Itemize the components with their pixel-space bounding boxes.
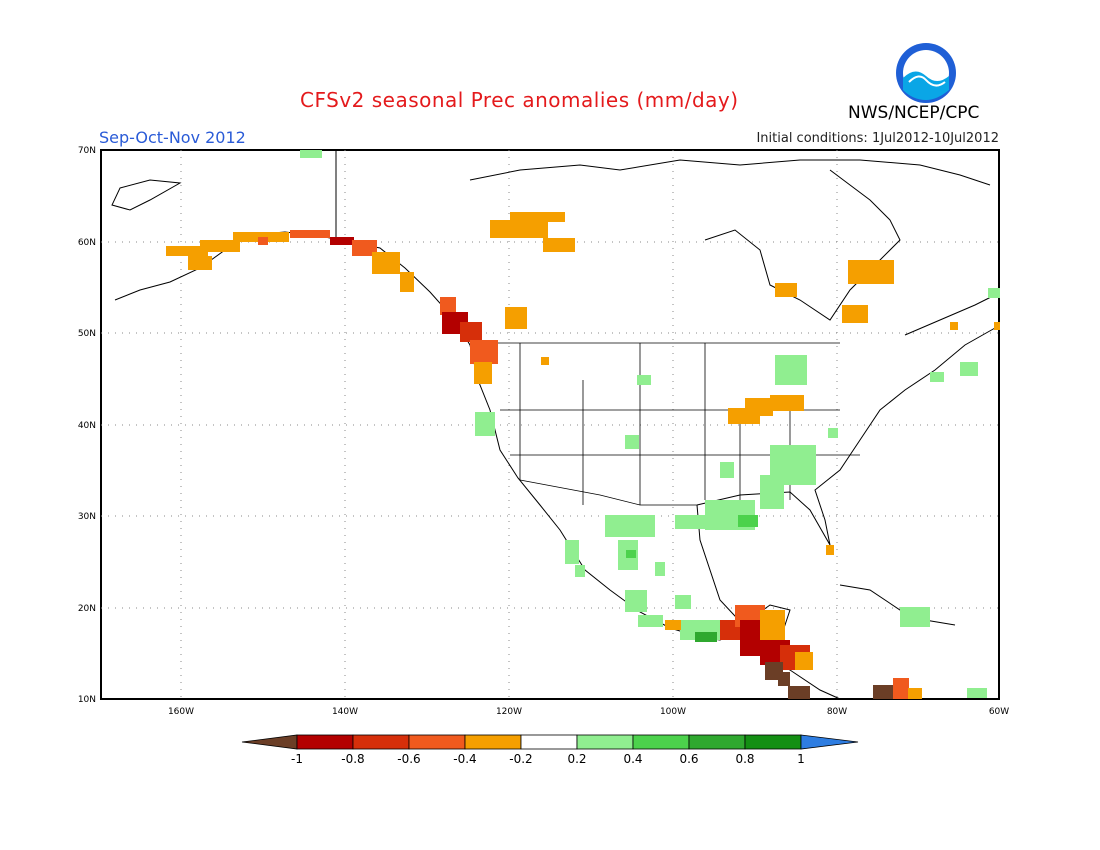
agency-label: NWS/NCEP/CPC	[848, 103, 980, 123]
lat-tick-label: 20N	[78, 604, 96, 614]
colorbar-label: -0.6	[397, 752, 420, 766]
lat-tick-label: 10N	[78, 695, 96, 705]
map-title: CFSv2 seasonal Prec anomalies (mm/day)	[300, 88, 739, 112]
colorbar	[241, 734, 859, 750]
colorbar-label: -1	[291, 752, 303, 766]
map-area	[100, 149, 1000, 700]
lat-tick-label: 50N	[78, 329, 96, 339]
lon-tick-label: 80W	[827, 707, 847, 717]
axis-labels: 160W 140W 120W 100W 80W 60W 70N 60N 50N …	[78, 146, 1009, 717]
lon-tick-label: 100W	[660, 707, 686, 717]
lon-tick-label: 160W	[168, 707, 194, 717]
colorbar-label: 0.2	[567, 752, 586, 766]
colorbar-label: -0.8	[341, 752, 364, 766]
anomaly-cells	[166, 150, 1000, 699]
colorbar-label: -0.2	[509, 752, 532, 766]
colorbar-label: 1	[797, 752, 805, 766]
lat-tick-label: 60N	[78, 238, 96, 248]
colorbar-label: 0.8	[735, 752, 754, 766]
lon-tick-label: 120W	[496, 707, 522, 717]
colorbar-label: 0.6	[679, 752, 698, 766]
noaa-logo-icon	[896, 43, 956, 103]
lat-tick-label: 70N	[78, 146, 96, 156]
colorbar-label: 0.4	[623, 752, 642, 766]
lon-tick-label: 60W	[989, 707, 1009, 717]
season-label: Sep-Oct-Nov 2012	[99, 128, 246, 147]
lat-tick-label: 30N	[78, 512, 96, 522]
lon-tick-label: 140W	[332, 707, 358, 717]
colorbar-labels: -1 -0.8 -0.6 -0.4 -0.2 0.2 0.4 0.6 0.8 1	[291, 752, 805, 766]
initial-conditions-label: Initial conditions: 1Jul2012-10Jul2012	[756, 131, 999, 146]
colorbar-label: -0.4	[453, 752, 476, 766]
lat-tick-label: 40N	[78, 421, 96, 431]
